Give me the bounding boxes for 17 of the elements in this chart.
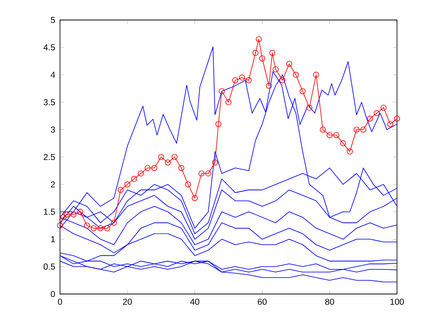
- y-tick-label: 5: [50, 16, 55, 24]
- y-tick-label: 3.5: [44, 99, 55, 106]
- x-tick-label: 60: [258, 298, 267, 305]
- x-tick-label: 20: [123, 298, 132, 305]
- y-tick-label: 3: [50, 126, 55, 133]
- y-tick-label: 0: [50, 290, 55, 298]
- y-tick-label: 0.5: [44, 264, 55, 270]
- x-tick-label: 80: [325, 298, 334, 305]
- y-tick-label: 2: [50, 181, 55, 188]
- y-tick-label: 2.5: [44, 154, 55, 160]
- y-tick-label: 1: [51, 236, 55, 242]
- y-tick-label: 4.5: [44, 44, 55, 50]
- y-tick-label: 4: [50, 72, 56, 78]
- x-tick-label: 0: [58, 298, 62, 305]
- y-tick-label: 1.5: [44, 208, 55, 215]
- x-tick-label: 100: [390, 298, 404, 305]
- x-tick-label: 40: [190, 298, 200, 305]
